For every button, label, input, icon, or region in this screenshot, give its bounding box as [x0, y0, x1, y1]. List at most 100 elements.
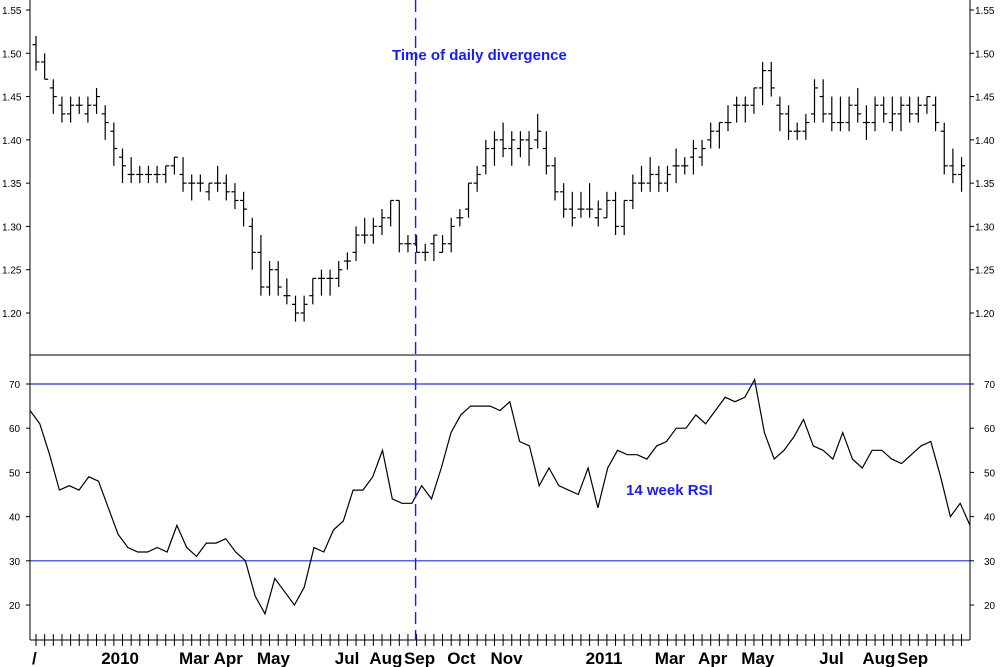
- ohlc-bar: [136, 165, 144, 184]
- x-tick-label: Apr: [698, 649, 728, 667]
- ohlc-bar: [793, 122, 801, 140]
- ohlc-bar: [568, 191, 576, 227]
- ohlc-bar: [655, 165, 663, 192]
- ohlc-bar: [127, 157, 135, 184]
- ohlc-bar: [361, 217, 369, 244]
- price-tick-label: 1.25: [975, 266, 995, 277]
- ohlc-bar: [845, 96, 853, 132]
- price-tick-label: 1.20: [2, 309, 22, 320]
- price-tick-label: 1.20: [975, 309, 995, 320]
- ohlc-bar: [638, 165, 645, 192]
- ohlc-bar: [32, 35, 40, 71]
- ohlc-bar: [179, 157, 187, 192]
- ohlc-bar: [214, 165, 222, 192]
- ohlc-bar: [594, 200, 602, 227]
- ohlc-bar: [188, 174, 196, 201]
- rsi-tick-label: 30: [984, 557, 996, 568]
- ohlc-bar: [914, 96, 922, 123]
- ohlc-bar: [465, 182, 472, 218]
- x-tick-label: 2011: [586, 649, 623, 667]
- ohlc-bar: [335, 261, 343, 288]
- rsi-tick-label: 40: [9, 513, 21, 524]
- ohlc-bar: [525, 131, 533, 166]
- ohlc-bar: [586, 183, 594, 218]
- ohlc-bar: [681, 157, 689, 175]
- ohlc-bar: [413, 235, 421, 253]
- rsi-tick-label: 70: [984, 380, 996, 391]
- ohlc-bar: [828, 96, 836, 132]
- ohlc-bar: [862, 105, 870, 140]
- price-tick-label: 1.55: [975, 6, 995, 17]
- ohlc-bar: [629, 174, 637, 210]
- ohlc-bar: [378, 209, 386, 236]
- ohlc-bar: [41, 53, 49, 80]
- ohlc-bar: [949, 148, 957, 184]
- x-tick-label: Mar: [655, 649, 686, 667]
- ohlc-bar: [612, 191, 620, 236]
- ohlc-bar: [906, 96, 914, 123]
- ohlc-bar: [759, 61, 767, 106]
- ohlc-bar: [560, 183, 568, 218]
- ohlc-bar: [292, 295, 299, 322]
- ohlc-bar: [482, 139, 490, 175]
- ohlc-bar: [542, 131, 550, 175]
- ohlc-bar: [144, 165, 152, 184]
- ohlc-bar: [871, 96, 879, 132]
- price-tick-label: 1.40: [975, 136, 995, 147]
- price-tick-label: 1.50: [2, 49, 22, 60]
- price-tick-label: 1.25: [2, 266, 22, 277]
- ohlc-bar: [343, 252, 351, 270]
- ohlc-bar: [75, 96, 83, 114]
- ohlc-bar: [508, 131, 516, 166]
- ohlc-bar: [923, 95, 931, 114]
- ohlc-bar: [819, 79, 827, 123]
- price-tick-label: 1.55: [2, 6, 22, 17]
- x-tick-label: May: [257, 649, 291, 667]
- ohlc-bar: [473, 165, 481, 192]
- ohlc-bar: [248, 217, 256, 270]
- ohlc-bar: [499, 122, 507, 158]
- ohlc-bar: [577, 191, 585, 218]
- price-tick-label: 1.45: [2, 93, 22, 104]
- ohlc-bar: [932, 96, 940, 132]
- ohlc-bar: [811, 79, 818, 123]
- ohlc-bar: [395, 199, 403, 253]
- ohlc-bar: [603, 191, 611, 219]
- x-tick-label: Nov: [490, 649, 523, 667]
- ohlc-bar: [101, 105, 109, 140]
- rsi-tick-label: 20: [984, 601, 996, 612]
- ohlc-bar: [274, 261, 282, 296]
- x-tick-label: May: [741, 649, 775, 667]
- price-tick-label: 1.35: [975, 179, 995, 190]
- ohlc-bar: [84, 96, 92, 123]
- ohlc-bar: [231, 183, 239, 210]
- ohlc-bar: [689, 139, 697, 175]
- x-tick-label: 2010: [101, 649, 139, 667]
- ohlc-bar: [776, 96, 784, 132]
- rsi-tick-label: 50: [984, 468, 996, 479]
- ohlc-bar: [67, 96, 75, 123]
- rsi-tick-label: 30: [9, 557, 21, 568]
- ohlc-bar: [58, 96, 66, 123]
- ohlc-bar: [534, 113, 542, 149]
- x-tick-label: Jul: [335, 649, 360, 667]
- ohlc-bar: [733, 96, 741, 123]
- ohlc-bar: [620, 199, 628, 236]
- ohlc-bar: [196, 174, 204, 192]
- x-tick-label: Sep: [897, 649, 928, 667]
- ohlc-bar: [170, 156, 178, 175]
- ohlc-bar: [49, 79, 57, 114]
- divergence-annotation: Time of daily divergence: [392, 47, 567, 64]
- ohlc-bar: [300, 295, 308, 322]
- x-tick-label: Mar: [179, 649, 210, 667]
- ohlc-bar: [430, 234, 438, 262]
- ohlc-bar: [317, 269, 325, 296]
- ohlc-bar: [698, 139, 706, 166]
- ohlc-bar: [551, 157, 559, 201]
- ohlc-bar: [880, 96, 888, 123]
- ohlc-bar: [836, 96, 844, 132]
- ohlc-bar: [110, 122, 118, 166]
- ohlc-bar: [266, 261, 274, 296]
- ohlc-bar: [724, 105, 732, 132]
